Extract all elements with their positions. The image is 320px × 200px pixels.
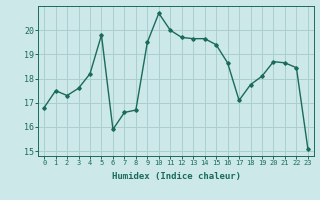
X-axis label: Humidex (Indice chaleur): Humidex (Indice chaleur) <box>111 172 241 181</box>
